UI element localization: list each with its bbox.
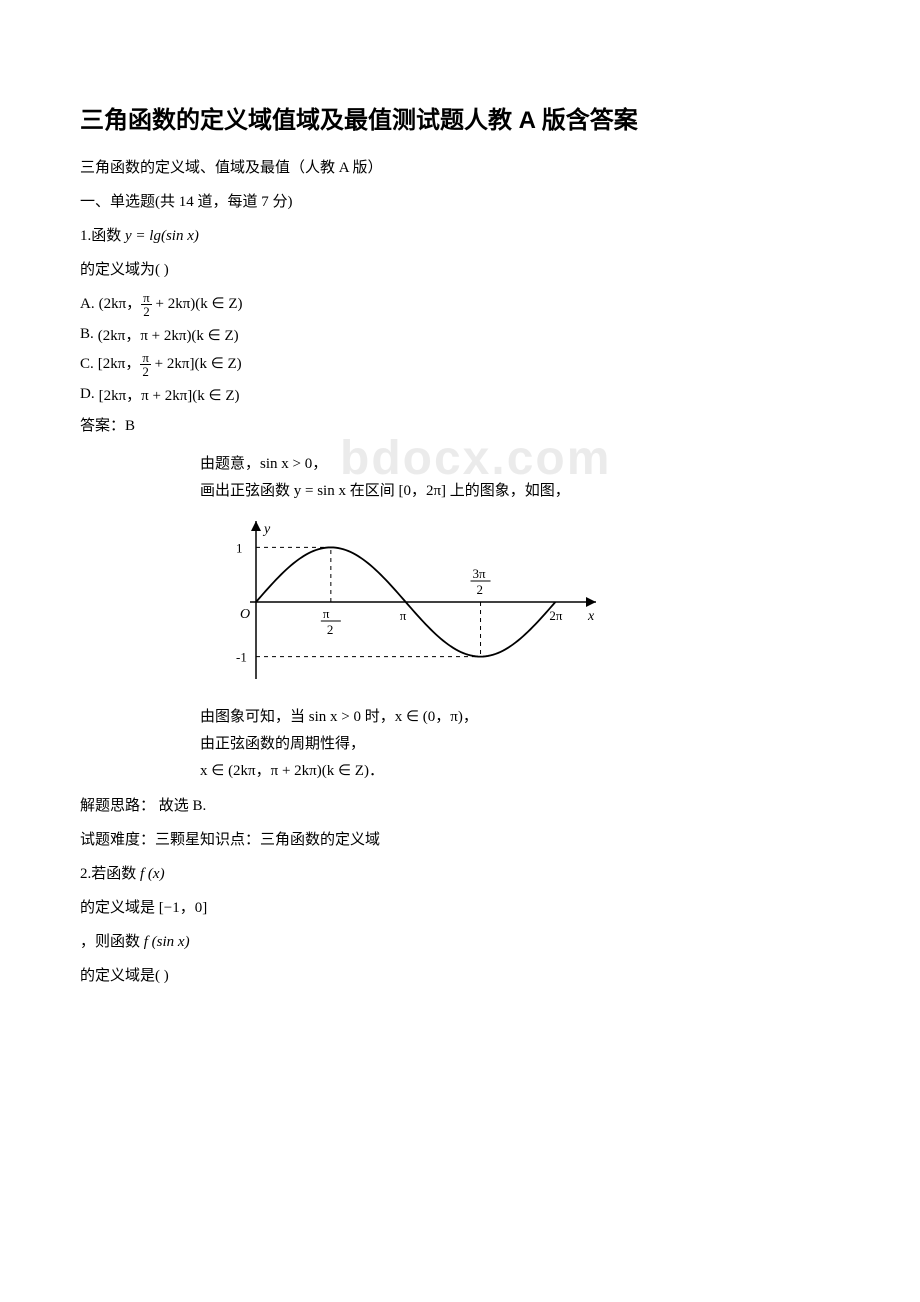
q2-text: ，则函数 (80, 934, 140, 950)
difficulty-line: 试题难度：三颗星知识点：三角函数的定义域 (80, 825, 840, 855)
q1-stem-text: 1.函数 (80, 228, 121, 244)
document-page: 三角函数的定义域值域及最值测试题人教 A 版含答案 三角函数的定义域、值域及最值… (0, 0, 920, 1302)
svg-text:x: x (587, 609, 595, 624)
sol-text: 由题意，sin x > 0， (200, 456, 327, 472)
option-label: B. (80, 326, 94, 343)
q1-func: y = lg(sin x) (125, 228, 199, 244)
expr-right: + 2kπ)(k ∈ Z) (152, 296, 243, 312)
q2-text: 的定义域是 (80, 900, 155, 916)
expr-left: [2kπ， (98, 356, 141, 372)
option-expr: [2kπ，π + 2kπ](k ∈ Z) (99, 384, 240, 405)
solution-conclusion: 故选 B. (159, 798, 207, 814)
solution-line: 由图象可知，当 sin x > 0 时，x ∈ (0，π)， (200, 704, 840, 731)
q1-stem-1: 1.函数 y = lg(sin x) (80, 221, 840, 251)
option-expr: (2kπ，π2 + 2kπ)(k ∈ Z) (99, 291, 243, 318)
frac-den: 2 (140, 365, 151, 378)
q1-option-b: B. (2kπ，π + 2kπ)(k ∈ Z) (80, 324, 840, 345)
frac-num: π (140, 351, 151, 365)
q2-stem-2: 的定义域是 [−1，0] (80, 893, 840, 923)
solution-block: bdocx.com 由题意，sin x > 0， 画出正弦函数 y = sin … (200, 451, 840, 785)
solution-line: 由题意，sin x > 0， (200, 451, 840, 478)
q1-answer: 答案：B (80, 411, 840, 441)
svg-text:3π: 3π (473, 566, 487, 581)
svg-text:π: π (323, 606, 330, 621)
svg-text:π: π (400, 608, 407, 623)
expr-right: + 2kπ](k ∈ Z) (151, 356, 242, 372)
q1-option-d: D. [2kπ，π + 2kπ](k ∈ Z) (80, 384, 840, 405)
q2-stem-4: 的定义域是( ) (80, 961, 840, 991)
q2-fsin: f (sin x) (144, 934, 190, 950)
option-expr: [2kπ，π2 + 2kπ](k ∈ Z) (98, 351, 242, 378)
svg-text:2π: 2π (549, 608, 563, 623)
expr-left: (2kπ， (99, 296, 142, 312)
solution-line: 画出正弦函数 y = sin x 在区间 [0，2π] 上的图象，如图， (200, 478, 840, 505)
solution-label: 解题思路： (80, 798, 155, 814)
option-expr: (2kπ，π + 2kπ)(k ∈ Z) (98, 324, 239, 345)
page-title: 三角函数的定义域值域及最值测试题人教 A 版含答案 (80, 100, 840, 135)
section-heading: 一、单选题(共 14 道，每道 7 分) (80, 187, 840, 217)
svg-text:-1: -1 (236, 650, 247, 665)
sine-chart: Oxy1-1π2π3π22π (220, 517, 840, 692)
q2-text: 2.若函数 (80, 866, 136, 882)
solution-line: x ∈ (2kπ，π + 2kπ)(k ∈ Z)． (200, 758, 840, 785)
q2-stem-3: ，则函数 f (sin x) (80, 927, 840, 957)
svg-text:2: 2 (327, 622, 334, 637)
option-label: D. (80, 386, 95, 403)
svg-text:y: y (262, 522, 271, 537)
option-label: C. (80, 356, 94, 373)
sol-text: x ∈ (2kπ，π + 2kπ)(k ∈ Z)． (200, 763, 384, 779)
frac-num: π (141, 291, 152, 305)
q2-stem-1: 2.若函数 f (x) (80, 859, 840, 889)
q1-option-c: C. [2kπ，π2 + 2kπ](k ∈ Z) (80, 351, 840, 378)
solution-label-row: 解题思路： 故选 B. (80, 791, 840, 821)
q1-option-a: A. (2kπ，π2 + 2kπ)(k ∈ Z) (80, 291, 840, 318)
svg-text:O: O (240, 607, 250, 622)
sine-svg: Oxy1-1π2π3π22π (220, 517, 600, 687)
q2-fx: f (x) (140, 866, 165, 882)
subtitle: 三角函数的定义域、值域及最值（人教 A 版） (80, 153, 840, 183)
fraction: π2 (141, 291, 152, 318)
q1-stem-2: 的定义域为( ) (80, 255, 840, 285)
svg-text:1: 1 (236, 540, 243, 555)
option-label: A. (80, 296, 95, 313)
fraction: π2 (140, 351, 151, 378)
solution-line: 由正弦函数的周期性得， (200, 731, 840, 758)
svg-text:2: 2 (477, 582, 484, 597)
q2-domain: [−1，0] (159, 900, 207, 916)
frac-den: 2 (141, 305, 152, 318)
